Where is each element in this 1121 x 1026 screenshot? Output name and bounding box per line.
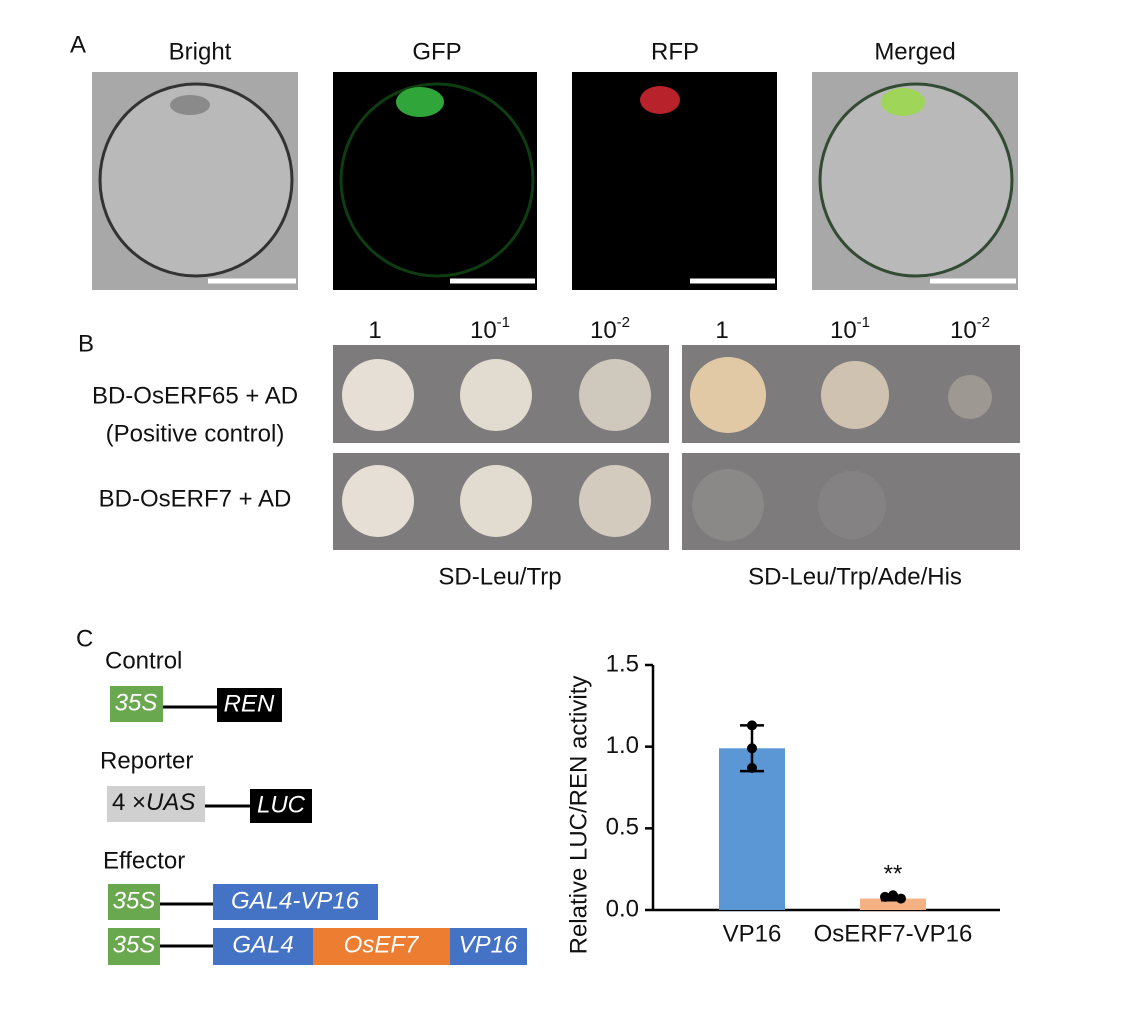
dilution-exponent: -1 [857,314,870,331]
gene-label: LUC [257,791,306,818]
gene-label: GAL4 [232,931,293,958]
y-axis-label: Relative LUC/REN activity [565,676,592,955]
promoter-box [107,786,205,822]
bar [860,898,926,910]
plate-images [333,345,1020,550]
dilution-base: 1 [368,317,381,344]
gene-box [450,928,527,965]
data-point [747,720,757,731]
copy-number: 4 × [112,789,146,816]
dilution-base: 1 [715,317,728,344]
image-title: Bright [169,38,232,65]
promoter-box [108,928,160,965]
dilution-label: 10-1 [830,314,870,344]
x-tick-label: OsERF7-VP16 [814,920,973,947]
y-tick-label: 0.0 [606,895,639,922]
gene-label: VP16 [459,931,518,958]
rfp-image [572,72,777,290]
promoter-box [108,884,160,920]
merged-image [812,72,1018,290]
gene-label: REN [224,690,275,717]
panel-label: A [70,31,86,58]
dilution-labels: 1 10-1 10-2 1 10-1 10-2 [368,314,990,344]
dilution-label: 10-2 [950,314,990,344]
gfp-image [333,72,537,290]
panel-label: B [78,330,94,357]
significance: ** [884,860,903,887]
dilution-exponent: -1 [497,314,510,331]
data-point [747,762,757,773]
dilution-label: 10-2 [590,314,630,344]
dilution-label: 10-1 [470,314,510,344]
row-label: BD-OsERF7 + AD [99,485,292,512]
image-title: Merged [874,38,955,65]
medium-label: SD-Leu/Trp/Ade/His [748,563,962,590]
bright-image [92,72,298,290]
gene-box [313,928,450,965]
gene-label: OsEF7 [344,931,420,958]
construct-title: Control [105,647,182,674]
data-point [888,890,898,901]
promoter-box [110,686,163,722]
row-label: (Positive control) [106,420,285,447]
promoter-label: 35S [113,887,156,914]
promoter-name: UAS [146,789,195,816]
y-tick-label: 1.0 [606,732,639,759]
bar-chart: 0.0 0.5 1.0 1.5 VP16 ** OsERF7-VP16 [606,650,1000,947]
medium-label: SD-Leu/Trp [438,563,561,590]
row-label: BD-OsERF65 + AD [92,382,298,409]
dilution-exponent: -2 [977,314,990,331]
panel-label: C [76,625,93,652]
dilution-base: 10 [470,317,497,344]
image-title: RFP [651,38,699,65]
gene-box [217,688,282,722]
gene-box [213,928,313,965]
data-point [747,743,757,754]
y-tick-label: 0.5 [606,814,639,841]
gene-label: GAL4-VP16 [231,887,360,914]
promoter-label: 35S [115,689,158,716]
construct-title: Reporter [100,747,193,774]
x-tick-label: VP16 [723,920,782,947]
promoter-label: 35S [113,931,156,958]
gene-box [213,884,378,920]
data-point [896,893,906,904]
gene-box [250,789,312,823]
data-point [880,891,890,902]
dilution-base: 10 [590,317,617,344]
promoter-label: 4 ×UAS [112,789,195,816]
dilution-base: 10 [830,317,857,344]
dilution-label: 1 [715,317,728,344]
y-tick-label: 1.5 [606,650,639,677]
image-title: GFP [412,38,461,65]
bar [719,748,785,910]
dilution-base: 10 [950,317,977,344]
construct-title: Effector [103,847,185,874]
dilution-label: 1 [368,317,381,344]
dilution-exponent: -2 [617,314,630,331]
